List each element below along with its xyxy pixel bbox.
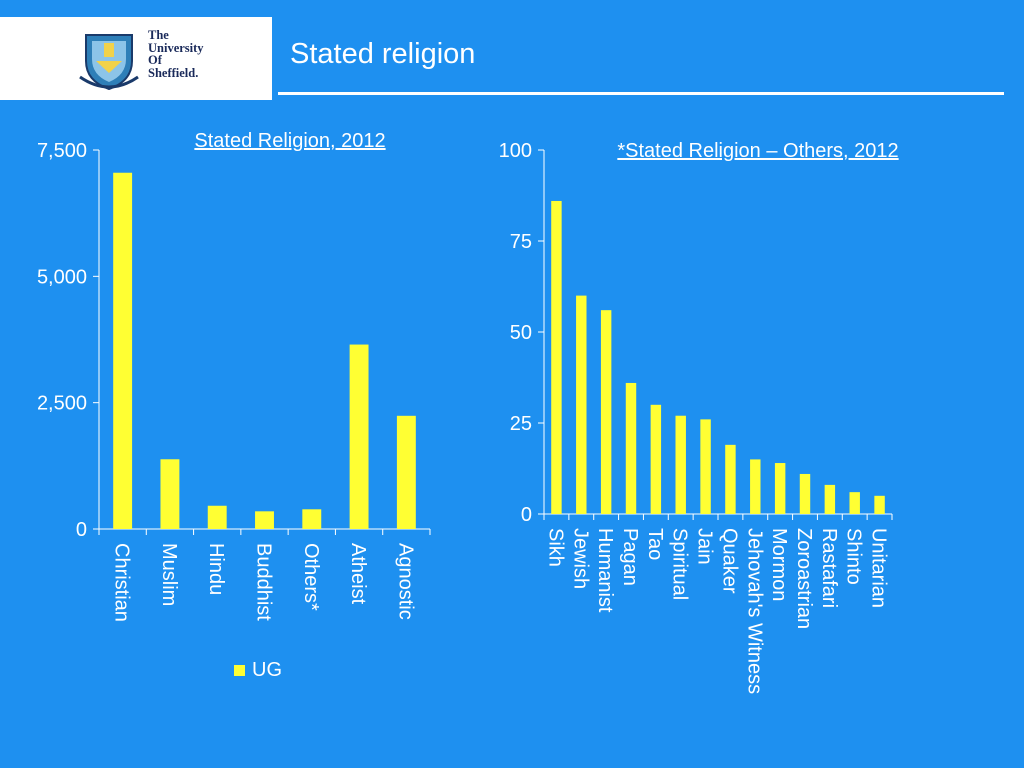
category-label: Spiritual [669,528,691,600]
category-label: Agnostic [394,543,416,620]
category-label: Jain [694,528,716,565]
bar [799,473,811,514]
y-tick-label: 100 [499,140,532,162]
legend-swatch [234,665,245,676]
bar [725,444,736,514]
logo-line: The [148,28,169,42]
category-label: Hindu [205,543,227,595]
category-label: Atheist [347,543,369,605]
bar [625,382,637,514]
bar [700,419,711,514]
bar [396,415,416,529]
logo-line: Of [148,53,162,67]
bar [675,415,686,514]
chart-title: *Stated Religion – Others, 2012 [617,140,898,162]
bar [255,511,274,529]
category-label: Mormon [768,528,790,601]
category-label: Quaker [718,528,740,594]
bar [576,295,587,514]
bar [113,172,133,530]
y-tick-label: 7,500 [37,140,87,162]
university-logo: The University Of Sheffield. [0,17,272,100]
bar [160,459,180,529]
bar [824,484,836,514]
title-divider [278,92,1004,95]
category-label: Humanist [594,528,616,613]
category-label: Jewish [569,528,591,589]
category-label: Tao [644,528,666,560]
category-label: Shinto [843,528,865,585]
category-label: Pagan [619,528,641,586]
bar [551,200,562,514]
category-label: Christian [111,543,133,622]
y-tick-label: 25 [510,413,532,435]
logo-line: Sheffield. [148,65,199,80]
y-tick-label: 0 [76,519,87,541]
category-label: Buddhist [253,543,275,621]
category-label: Others* [300,543,322,611]
category-label: Zoroastrian [793,528,815,629]
y-tick-label: 50 [510,322,532,344]
bar [750,459,761,514]
bar [849,492,860,514]
y-tick-label: 75 [510,231,532,253]
category-label: Sikh [544,528,566,567]
logo-line: University [148,40,204,55]
bar [302,509,322,529]
category-label: Muslim [158,543,180,606]
y-tick-label: 0 [521,504,532,526]
bar [774,463,786,514]
crest-icon [79,34,139,91]
y-tick-label: 2,500 [37,393,87,415]
category-label: Unitarian [868,528,890,608]
bar [874,495,885,514]
page-title: Stated religion [290,38,476,70]
legend-label: UG [252,659,282,681]
bar [349,344,369,529]
category-label: Jehovah's Witness [743,528,765,694]
y-tick-label: 5,000 [37,266,87,288]
bar [207,505,227,529]
category-label: Rastafari [818,528,840,608]
bar [600,310,612,514]
logo-text: The University Of Sheffield. [148,29,204,79]
chart-title: Stated Religion, 2012 [194,130,385,152]
bar [650,404,662,514]
